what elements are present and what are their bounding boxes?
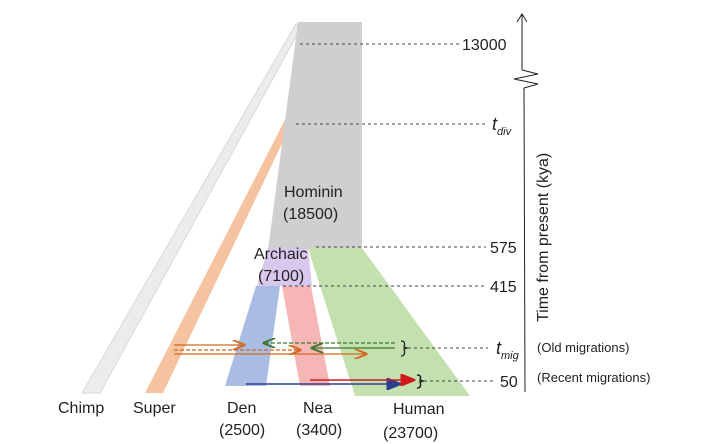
nea-label: Nea [303,400,332,417]
hominin-branch [268,22,362,250]
archaic-label: Archaic [254,246,307,263]
tick-415: 415 [490,279,517,296]
archaic-branch [257,248,312,286]
recent-migrations [246,375,426,388]
chimp-label: Chimp [58,400,104,417]
nea-branch [282,286,330,386]
tick-13000: 13000 [462,37,507,54]
old-migrations-note: (Old migrations) [537,340,629,355]
archaic-size: (7100) [258,268,304,285]
hominin-size: (18500) [283,206,338,223]
tick-575: 575 [490,240,517,257]
nea-size: (3400) [296,422,342,439]
old-migrations [174,341,410,356]
hominin-label: Hominin [284,184,343,201]
tick-50: 50 [500,374,518,391]
time-axis [513,13,539,393]
human-label: Human [393,401,445,418]
human-branch [308,248,470,396]
den-label: Den [227,400,256,417]
tick-tmig: tmig [496,338,520,362]
super-branch [145,110,298,393]
super-label: Super [133,400,176,417]
recent-migrations-note: (Recent migrations) [537,370,650,385]
den-branch [225,286,280,386]
den-size: (2500) [219,422,265,439]
tick-tdiv: tdiv [492,114,513,138]
axis-title: Time from present (kya) [535,153,552,322]
human-size: (23700) [383,425,438,442]
time-guides [283,43,496,382]
